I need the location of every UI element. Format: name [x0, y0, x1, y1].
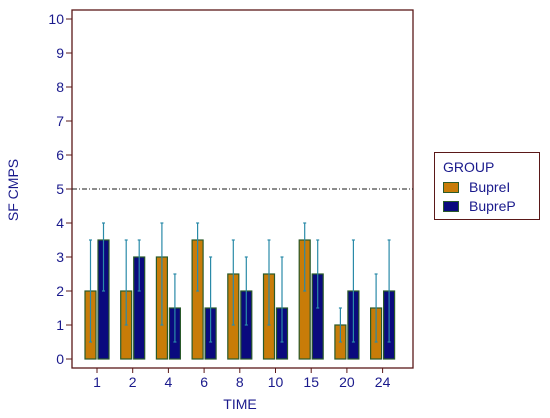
y-tick-label: 3 — [56, 249, 64, 265]
y-tick-label: 10 — [48, 11, 64, 27]
y-axis-title: SF CMPS — [5, 159, 21, 221]
legend-label-bupreI: BupreI — [469, 179, 511, 195]
y-tick-label: 5 — [56, 181, 64, 197]
y-tick-label: 7 — [56, 113, 64, 129]
y-tick-label: 1 — [56, 317, 64, 333]
legend-item-bupreI: BupreI — [443, 179, 510, 195]
x-tick-label-2: 2 — [129, 374, 137, 390]
x-tick-label-1: 1 — [93, 374, 101, 390]
x-tick-label-6: 6 — [200, 374, 208, 390]
legend-swatch-bupreI — [443, 181, 459, 193]
legend-swatch-bupreP — [443, 200, 459, 212]
legend-title: GROUP — [443, 159, 495, 175]
x-tick-label-24: 24 — [375, 374, 391, 390]
y-tick-label: 6 — [56, 147, 64, 163]
y-tick-label: 2 — [56, 283, 64, 299]
legend: GROUP BupreI BupreP — [434, 152, 540, 220]
legend-label-bupreP: BupreP — [469, 198, 516, 214]
y-tick-label: 0 — [56, 351, 64, 367]
x-tick-label-20: 20 — [339, 374, 355, 390]
y-tick-label: 4 — [56, 215, 64, 231]
x-tick-label-8: 8 — [236, 374, 244, 390]
y-tick-label: 9 — [56, 45, 64, 61]
legend-item-bupreP: BupreP — [443, 198, 516, 214]
y-tick-label: 8 — [56, 79, 64, 95]
x-tick-label-15: 15 — [303, 374, 319, 390]
x-tick-label-10: 10 — [268, 374, 284, 390]
x-tick-label-4: 4 — [165, 374, 173, 390]
x-axis-title: TIME — [223, 396, 256, 412]
